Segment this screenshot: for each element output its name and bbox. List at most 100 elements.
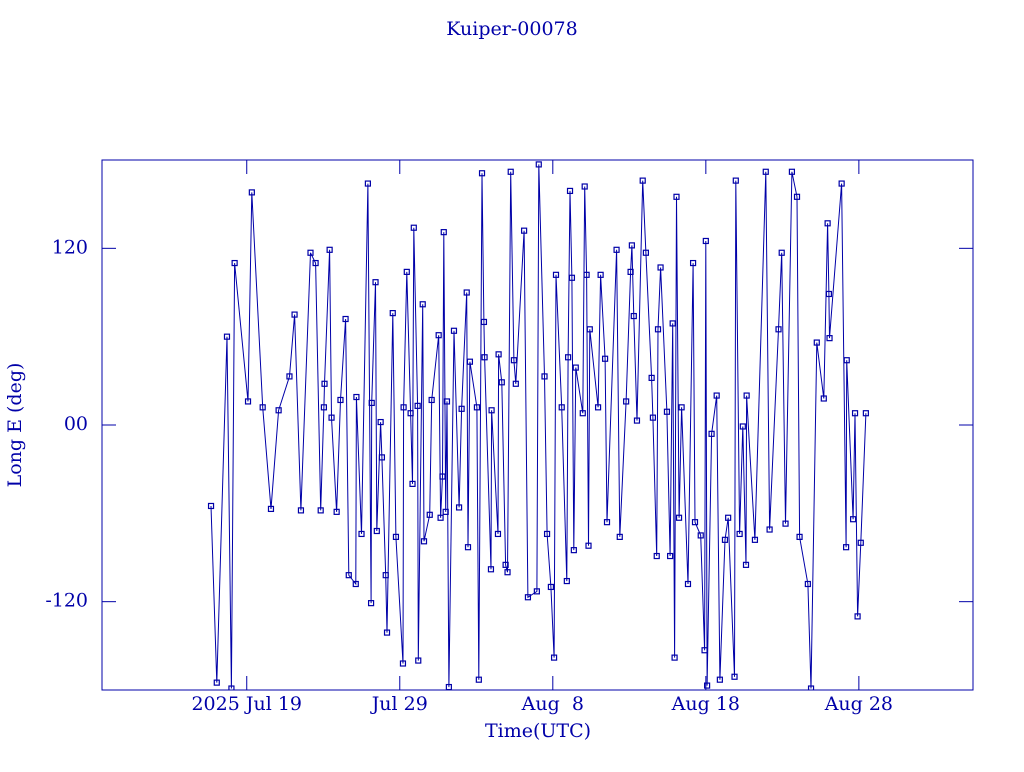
data-point <box>736 530 743 538</box>
data-point <box>623 398 630 405</box>
data-point <box>443 398 451 405</box>
data-point <box>854 613 861 620</box>
data-point <box>566 187 574 195</box>
data-point <box>317 507 324 514</box>
data-point <box>649 414 657 421</box>
data-point <box>535 161 542 168</box>
data-point <box>231 259 238 267</box>
data-point <box>778 249 785 256</box>
data-point <box>597 271 604 278</box>
data-point <box>642 249 649 256</box>
data-point <box>464 544 472 551</box>
data-point <box>426 511 433 518</box>
data-point <box>572 364 579 371</box>
data-point <box>507 168 514 175</box>
data-point <box>766 526 773 533</box>
data-point <box>248 189 255 196</box>
y-tick-label: 00 <box>64 413 88 435</box>
data-point <box>377 418 384 426</box>
data-point <box>838 180 845 187</box>
data-point <box>793 193 801 200</box>
data-point <box>495 351 502 358</box>
data-point <box>663 408 671 415</box>
data-point <box>671 654 678 661</box>
data-point <box>713 392 720 399</box>
data-point <box>286 373 293 380</box>
data-point <box>585 542 592 549</box>
data-point <box>415 657 422 664</box>
data-point <box>504 569 511 576</box>
data-point <box>307 249 314 256</box>
data-point <box>419 301 426 308</box>
data-point <box>207 502 215 510</box>
x-tick-label: Aug 8 <box>521 693 584 715</box>
data-point <box>627 268 634 275</box>
data-point <box>480 318 488 326</box>
data-point <box>437 514 444 521</box>
data-point <box>857 539 864 546</box>
data-point <box>579 410 586 417</box>
data-point <box>678 404 685 411</box>
data-point <box>613 246 620 253</box>
data-point <box>400 404 407 411</box>
data-point <box>701 647 708 654</box>
data-point <box>851 410 859 417</box>
data-point <box>843 544 850 551</box>
data-point <box>704 682 711 689</box>
data-point <box>494 530 502 538</box>
y-tick-label: -120 <box>45 590 88 612</box>
data-point <box>691 519 699 526</box>
data-point <box>616 533 623 540</box>
data-point <box>259 404 266 411</box>
data-point <box>481 354 488 361</box>
data-point <box>751 536 759 543</box>
data-point <box>804 580 811 588</box>
data-point <box>407 410 414 417</box>
data-point <box>558 404 565 411</box>
data-point <box>275 407 282 414</box>
data-point <box>372 279 379 286</box>
data-point <box>648 374 655 381</box>
data-point <box>689 259 697 267</box>
data-point <box>521 227 528 234</box>
data-point <box>428 396 435 404</box>
x-tick-label: Aug 18 <box>671 693 740 715</box>
data-point <box>594 404 602 411</box>
data-point <box>850 516 857 523</box>
data-point <box>524 594 532 601</box>
data-point <box>392 533 400 540</box>
data-point <box>533 588 540 595</box>
data-point <box>382 572 389 579</box>
data-point <box>725 514 732 521</box>
data-point <box>373 527 380 535</box>
data-point <box>399 660 407 667</box>
data-point <box>228 685 235 690</box>
data-point <box>333 508 340 515</box>
data-point <box>820 395 827 402</box>
data-point <box>731 673 738 680</box>
x-tick-label: Aug 28 <box>824 693 893 715</box>
data-point <box>653 552 660 560</box>
data-point <box>297 507 305 514</box>
data-point <box>673 193 680 200</box>
data-point <box>739 423 746 430</box>
data-point <box>565 354 572 361</box>
data-point <box>639 177 646 184</box>
data-point <box>570 547 577 554</box>
data-point <box>445 683 452 690</box>
data-point <box>458 405 465 412</box>
data-point <box>762 168 769 175</box>
data-point <box>326 246 333 253</box>
data-point <box>328 414 335 421</box>
data-point <box>702 237 709 245</box>
data-point <box>775 326 782 333</box>
data-point <box>213 679 220 686</box>
data-point <box>420 538 428 545</box>
data-point <box>244 398 252 405</box>
data-point <box>568 274 576 281</box>
data-point <box>697 532 704 539</box>
data-point <box>708 430 715 437</box>
data-point <box>684 580 692 588</box>
data-point <box>364 180 371 187</box>
